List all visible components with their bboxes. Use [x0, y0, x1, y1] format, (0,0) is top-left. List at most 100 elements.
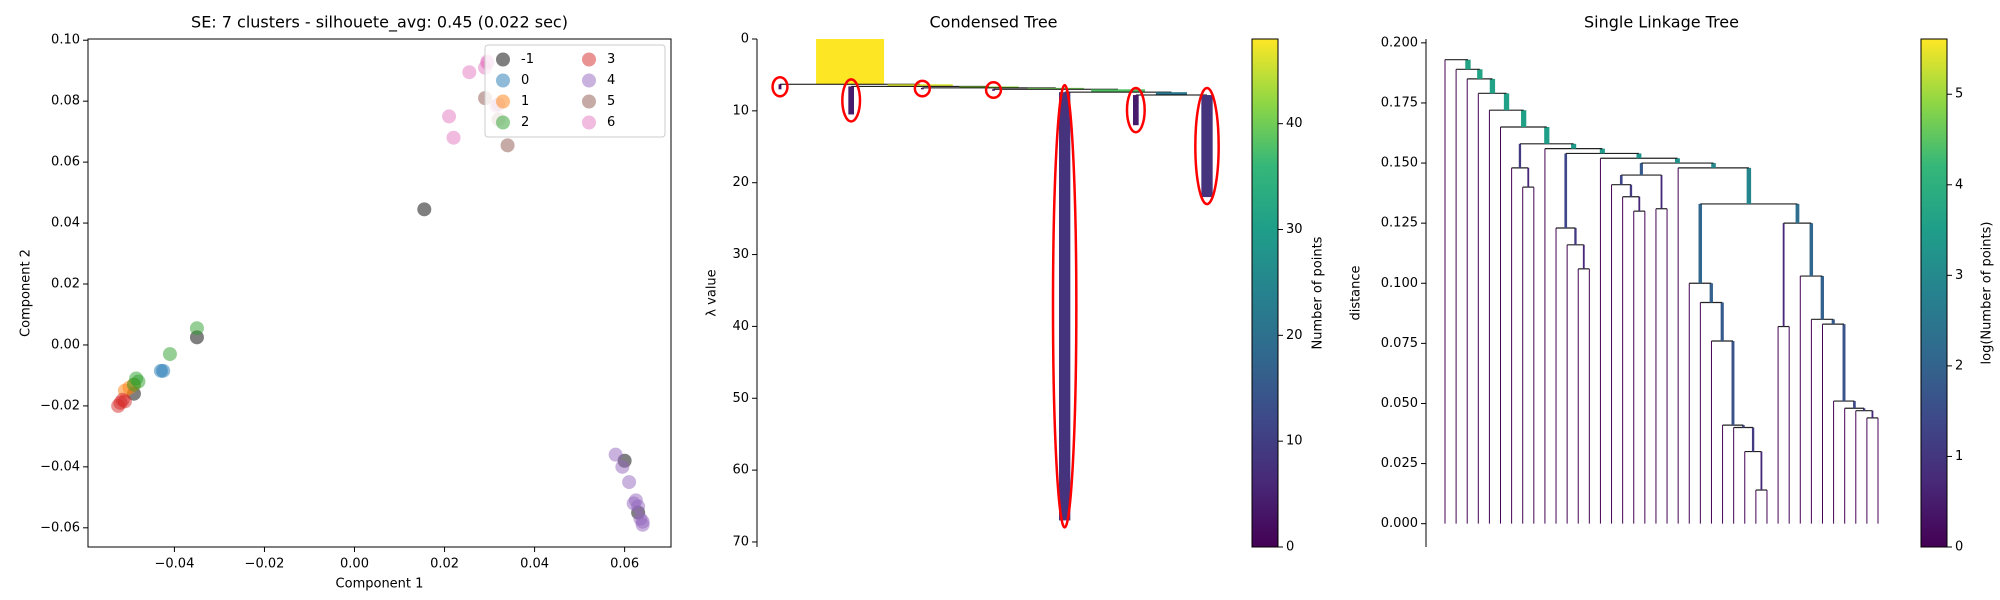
legend-marker [582, 52, 596, 67]
y-tick-label: 10 [732, 103, 749, 118]
cluster-bar [1059, 92, 1071, 521]
cluster-bar [992, 89, 995, 91]
y-tick-label: 0.050 [1381, 396, 1418, 411]
point [635, 517, 650, 532]
colorbar-label: Number of points [1311, 236, 1326, 349]
y-tick-label: 30 [732, 247, 749, 262]
selected-cluster [771, 76, 789, 98]
legend-marker [496, 52, 510, 67]
colorbar-label: log(Number of points) [1980, 222, 1995, 365]
y-tick-label: 0.100 [1381, 276, 1418, 291]
y-tick-label: 0 [741, 32, 749, 47]
selected-cluster [1194, 86, 1220, 206]
colorbar-tick-label: 3 [1955, 268, 1963, 283]
legend-label: 0 [521, 73, 529, 88]
y-tick-label: 50 [732, 391, 749, 406]
y-tick-label: 70 [732, 534, 749, 549]
cluster-bar [816, 39, 885, 85]
legend-marker [496, 115, 510, 130]
colorbar-tick-label: 2 [1955, 358, 1963, 373]
y-tick-label: 0.02 [51, 277, 80, 292]
legend-label: 3 [607, 52, 615, 67]
y-tick-label: −0.06 [40, 520, 80, 535]
point [417, 202, 432, 217]
point [115, 392, 130, 407]
legend-label: 4 [607, 73, 615, 88]
point [442, 109, 457, 124]
legend-marker [582, 94, 596, 109]
colorbar [1251, 38, 1279, 548]
selected-cluster [841, 78, 862, 123]
y-tick-label: 0.125 [1381, 216, 1418, 231]
cluster-bar [778, 84, 782, 90]
x-tick-label: 0.02 [430, 557, 459, 572]
point [162, 347, 177, 362]
legend-label: 2 [521, 115, 529, 130]
selected-cluster [913, 79, 931, 98]
colorbar-tick-label: 30 [1286, 222, 1303, 237]
y-tick-label: 0.200 [1381, 35, 1418, 50]
point [608, 447, 623, 462]
point [615, 459, 630, 474]
selected-cluster [1051, 83, 1078, 529]
cluster-bar [1201, 95, 1213, 198]
point [129, 371, 144, 386]
chart-title: SE: 7 clusters - silhouete_avg: 0.45 (0.… [191, 13, 568, 33]
x-tick-label: 0.00 [340, 557, 369, 572]
selected-cluster [984, 81, 1003, 99]
colorbar-tick-label: 0 [1286, 540, 1294, 555]
cluster-bar [887, 84, 953, 87]
colorbar-tick-label: 0 [1955, 540, 1963, 555]
y-tick-label: 0.08 [51, 94, 80, 109]
chart-title: Single Linkage Tree [1584, 13, 1739, 32]
legend-label: 6 [607, 115, 615, 130]
chart-title: Condensed Tree [930, 13, 1058, 32]
cluster-bar [1091, 89, 1145, 93]
cluster-bar [920, 87, 924, 90]
y-tick-label: 60 [732, 463, 749, 478]
x-tick-label: −0.02 [245, 557, 285, 572]
point [446, 130, 461, 145]
point [462, 65, 477, 80]
legend-label: 5 [607, 94, 615, 109]
y-tick-label: 0.00 [51, 337, 80, 352]
cluster-bar [1027, 87, 1085, 90]
point [500, 138, 515, 153]
point [189, 321, 204, 336]
x-tick-label: 0.04 [520, 557, 549, 572]
y-axis-label: λ value [705, 269, 720, 316]
y-tick-label: 0.075 [1381, 336, 1418, 351]
legend-marker [496, 94, 510, 109]
y-tick-label: 20 [732, 175, 749, 190]
y-tick-label: 0.025 [1381, 456, 1418, 471]
colorbar-tick-label: 10 [1286, 434, 1303, 449]
legend-label: 1 [521, 94, 529, 109]
y-axis-label: distance [1349, 265, 1364, 320]
cluster-bar [1133, 95, 1139, 126]
cluster-bar [1155, 92, 1187, 96]
y-axis-label: Component 2 [19, 249, 34, 337]
legend-marker [582, 115, 596, 130]
legend [484, 44, 666, 138]
colorbar-tick-label: 1 [1955, 449, 1963, 464]
y-tick-label: 0.06 [51, 155, 80, 170]
y-tick-label: 0.175 [1381, 95, 1418, 110]
x-tick-label: −0.04 [155, 557, 195, 572]
selected-cluster [1125, 86, 1146, 134]
point [631, 499, 646, 514]
y-tick-label: −0.04 [40, 459, 80, 474]
cluster-bar [959, 86, 1019, 88]
y-tick-label: 40 [732, 319, 749, 334]
legend-label: -1 [521, 52, 534, 67]
x-axis-label: Component 1 [336, 577, 424, 592]
colorbar-tick-label: 40 [1286, 116, 1303, 131]
y-tick-label: 0.10 [51, 33, 80, 48]
colorbar-tick-label: 5 [1955, 87, 1963, 102]
point [156, 363, 171, 378]
legend-marker [582, 73, 596, 88]
point [622, 475, 637, 490]
y-tick-label: 0.04 [51, 216, 80, 231]
colorbar-tick-label: 4 [1955, 177, 1963, 192]
y-tick-label: −0.02 [40, 398, 80, 413]
